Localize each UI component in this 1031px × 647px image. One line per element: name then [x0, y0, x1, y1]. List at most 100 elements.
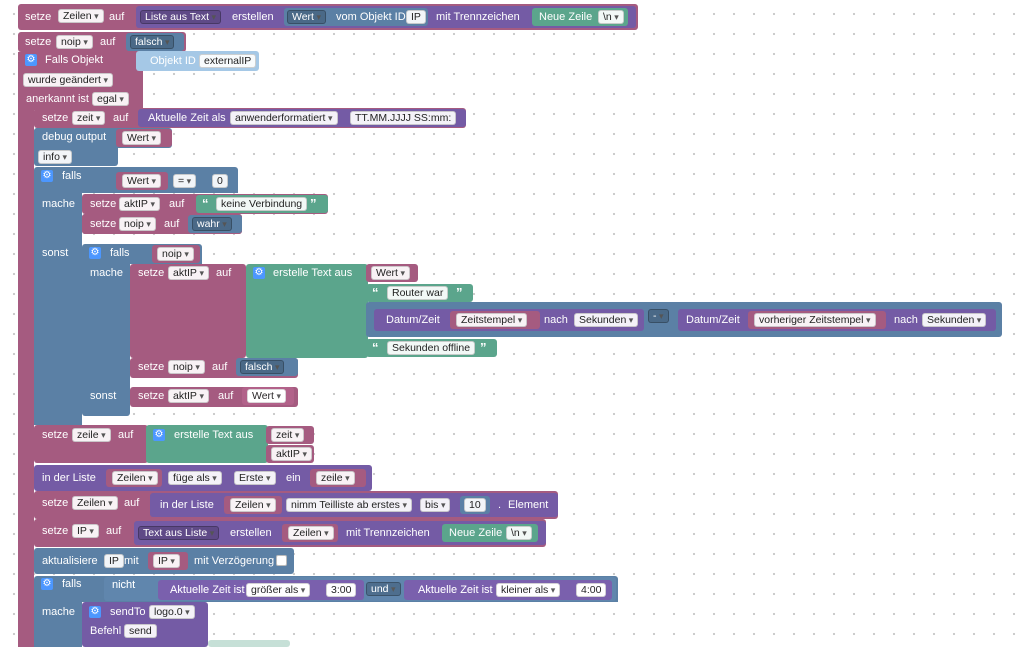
datetime-block-1[interactable]: Datum/Zeit Zeitstempel nach Sekunden [374, 309, 644, 331]
previous-timestamp-block[interactable]: vorheriger Zeitstempel [748, 311, 886, 329]
set-aktip-block[interactable]: setze aktIP auf [130, 264, 246, 358]
object-id-block[interactable]: Objekt ID externalIP [136, 51, 259, 71]
variable-dropdown[interactable]: zeile [72, 428, 111, 442]
log-level-dropdown[interactable]: info [38, 150, 72, 164]
zeile-variable-block[interactable]: zeile [310, 469, 366, 487]
variable-dropdown[interactable]: Zeilen [58, 9, 104, 23]
gear-icon[interactable]: ⚙ [253, 267, 265, 279]
variable-dropdown[interactable]: aktIP [168, 266, 209, 280]
set-noip-block[interactable]: setze noip auf wahr [82, 214, 242, 234]
router-text-block[interactable]: “ Router war ” [366, 284, 473, 302]
not-block[interactable]: nicht Aktuelle Zeit ist größer als 3:00 … [104, 577, 616, 601]
delay-checkbox[interactable] [276, 555, 287, 566]
boolean-block[interactable]: wahr [188, 215, 242, 233]
zeit-dropdown[interactable]: zeit [271, 428, 305, 442]
wert-variable-block[interactable]: Wert [116, 172, 168, 190]
list-from-text-block[interactable]: Liste aus Text erstellen Wert vom Objekt… [136, 6, 636, 28]
text-list-dropdown[interactable]: Text aus Liste [138, 526, 220, 540]
zeit-variable-block[interactable]: zeit [266, 426, 314, 444]
variable-dropdown[interactable]: Zeilen [72, 496, 118, 510]
set-zeile-block[interactable]: setze zeile auf [34, 425, 148, 463]
noip-variable-block[interactable]: noip [152, 245, 200, 263]
text-field[interactable]: keine Verbindung [216, 197, 308, 211]
set-noip-block[interactable]: setze noip auf falsch [18, 32, 186, 52]
time-compare-block-1[interactable]: Aktuelle Zeit ist größer als 3:00 [158, 580, 364, 600]
list-insert-block[interactable]: in der Liste Zeilen füge als Erste ein z… [34, 465, 372, 491]
zeilen-variable-block[interactable]: Zeilen [106, 469, 162, 487]
sublist-block[interactable]: in der Liste Zeilen nimm Teilliste ab er… [150, 493, 558, 517]
insert-mode-dropdown[interactable]: füge als [168, 471, 222, 485]
set-aktip-block[interactable]: setze aktIP auf “ keine Verbindung ” [82, 194, 328, 214]
timestamp-dropdown[interactable]: Zeitstempel [456, 313, 528, 327]
time-compare-block-2[interactable]: Aktuelle Zeit ist kleiner als 4:00 [404, 580, 612, 600]
ip-variable-block[interactable]: IP [148, 552, 188, 570]
update-block[interactable]: aktualisiere IP mit IP mit Verzögerung [34, 548, 294, 574]
zeile-dropdown[interactable]: zeile [316, 471, 355, 485]
gear-icon[interactable]: ⚙ [153, 429, 165, 441]
wert-dropdown[interactable]: Wert [371, 266, 411, 280]
newline-dropdown[interactable]: \n [506, 526, 532, 540]
variable-dropdown[interactable]: noip [119, 217, 156, 231]
sendto-block[interactable]: ⚙ sendTo logo.0 Befehl send [82, 602, 208, 647]
variable-dropdown[interactable]: noip [168, 360, 205, 374]
operator-dropdown[interactable]: - [648, 309, 669, 323]
set-ip-block[interactable]: setze IP auf Text aus Liste erstellen Ze… [34, 519, 546, 547]
newline-block[interactable]: Neue Zeile \n [442, 524, 538, 542]
compare-block[interactable]: Wert = 0 [112, 171, 234, 191]
time-field[interactable]: 3:00 [326, 583, 357, 597]
compare-dropdown[interactable]: kleiner als [496, 583, 561, 597]
zeilen-dropdown[interactable]: Zeilen [288, 526, 334, 540]
number-field[interactable]: 10 [464, 498, 486, 512]
operator-dropdown[interactable]: = [173, 174, 197, 188]
time-field[interactable]: 4:00 [576, 583, 607, 597]
ip-dropdown[interactable]: IP [153, 554, 180, 568]
set-zeilen-block[interactable]: setze Zeilen auf in der Liste Zeilen nim… [34, 491, 558, 519]
format-pattern-field[interactable]: TT.MM.JJJJ SS:mm: [350, 111, 457, 125]
variable-dropdown[interactable]: IP [72, 524, 99, 538]
math-minus-block[interactable]: Datum/Zeit Zeitstempel nach Sekunden - D… [366, 302, 1002, 337]
variable-dropdown[interactable]: noip [56, 35, 93, 49]
create-text-block[interactable]: ⚙ erstelle Text aus [146, 425, 268, 463]
aktip-dropdown[interactable]: aktIP [271, 447, 312, 461]
ack-dropdown[interactable]: egal [92, 92, 129, 106]
format-dropdown[interactable]: anwenderformatiert [230, 111, 338, 125]
variable-dropdown[interactable]: aktIP [168, 389, 209, 403]
gear-icon[interactable]: ⚙ [41, 170, 53, 182]
unit-dropdown[interactable]: Sekunden [574, 313, 639, 327]
boolean-block[interactable]: falsch [126, 33, 184, 51]
boolean-block[interactable]: falsch [236, 358, 298, 376]
text-field[interactable]: Router war [387, 286, 449, 300]
set-zeit-block[interactable]: setze zeit auf Aktuelle Zeit als anwende… [34, 108, 466, 128]
boolean-dropdown[interactable]: falsch [240, 360, 285, 374]
zeilen-variable-block[interactable]: Zeilen [282, 524, 338, 542]
instance-dropdown[interactable]: logo.0 [149, 605, 195, 619]
text-field[interactable]: Sekunden offline [387, 341, 476, 355]
object-value-block[interactable]: Wert vom Objekt ID IP [284, 8, 428, 26]
wert-dropdown[interactable]: Wert [122, 131, 162, 145]
set-zeilen-block[interactable]: setze Zeilen auf Liste aus Text erstelle… [18, 4, 638, 30]
gear-icon[interactable]: ⚙ [41, 578, 53, 590]
gear-icon[interactable]: ⚙ [89, 606, 101, 618]
wert-dropdown[interactable]: Wert [122, 174, 162, 188]
text-block[interactable]: “ keine Verbindung ” [196, 195, 328, 213]
number-field[interactable]: 0 [212, 174, 228, 188]
aktip-variable-block[interactable]: aktIP [266, 445, 314, 463]
bis-dropdown[interactable]: bis [420, 498, 451, 512]
text-from-list-block[interactable]: Text aus Liste erstellen Zeilen mit Tren… [134, 521, 546, 545]
datetime-block-2[interactable]: Datum/Zeit vorheriger Zeitstempel nach S… [678, 309, 996, 331]
set-noip-block[interactable]: setze noip auf falsch [130, 358, 298, 378]
compare-dropdown[interactable]: größer als [246, 583, 311, 597]
zeilen-dropdown[interactable]: Zeilen [230, 498, 276, 512]
wert-variable-block[interactable]: Wert [366, 264, 418, 282]
zeilen-variable-block[interactable]: Zeilen [224, 496, 282, 514]
create-text-block[interactable]: ⚙ erstelle Text aus [246, 264, 368, 358]
command-field[interactable]: send [124, 624, 157, 638]
object-id-field[interactable]: IP [104, 554, 124, 568]
object-id-field[interactable]: externalIP [199, 54, 257, 68]
list-text-dropdown[interactable]: Liste aus Text [140, 10, 222, 24]
and-dropdown[interactable]: und [366, 582, 401, 596]
timestamp-variable-block[interactable]: Zeitstempel [450, 311, 540, 329]
boolean-dropdown[interactable]: wahr [192, 217, 232, 231]
newline-block[interactable]: Neue Zeile \n [532, 8, 628, 26]
gear-icon[interactable]: ⚙ [25, 54, 37, 66]
